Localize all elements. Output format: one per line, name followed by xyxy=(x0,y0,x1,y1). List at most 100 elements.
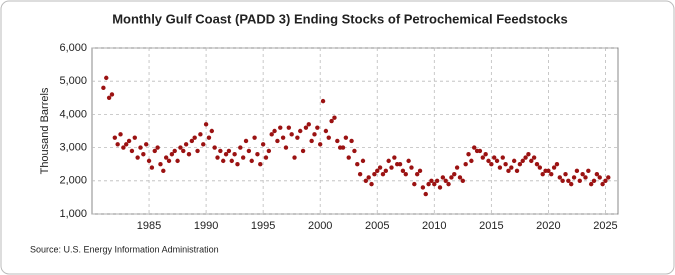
data-point xyxy=(232,152,237,157)
data-point xyxy=(500,155,505,160)
data-point xyxy=(534,162,540,167)
data-point xyxy=(520,158,525,164)
data-point xyxy=(178,145,183,150)
data-point xyxy=(246,148,252,154)
data-point xyxy=(260,142,266,147)
chart-title: Monthly Gulf Coast (PADD 3) Ending Stock… xyxy=(112,11,568,26)
data-point xyxy=(540,171,545,177)
data-point xyxy=(480,155,485,160)
data-point xyxy=(280,135,286,140)
data-point xyxy=(158,162,163,167)
data-point xyxy=(446,181,451,187)
data-point xyxy=(221,158,226,164)
data-point xyxy=(591,178,597,183)
data-point xyxy=(295,135,300,140)
data-point xyxy=(143,142,149,147)
data-point xyxy=(266,148,272,154)
data-point xyxy=(437,185,443,190)
data-point xyxy=(238,145,243,150)
data-point xyxy=(486,158,491,164)
data-point xyxy=(317,142,323,147)
data-point xyxy=(600,181,605,187)
x-tick-label: 1995 xyxy=(251,220,275,232)
data-point xyxy=(432,181,437,187)
data-point xyxy=(460,178,466,183)
data-point xyxy=(272,128,277,134)
data-point xyxy=(454,165,460,170)
data-point xyxy=(420,185,426,190)
data-point xyxy=(283,145,289,150)
plot-area xyxy=(91,47,619,215)
data-point xyxy=(352,148,357,154)
data-point xyxy=(329,118,334,124)
data-point xyxy=(583,175,588,180)
data-point xyxy=(557,175,563,180)
data-point xyxy=(549,171,554,177)
data-point xyxy=(149,165,155,170)
data-point xyxy=(141,152,146,157)
data-point xyxy=(403,171,408,177)
data-point xyxy=(106,95,112,101)
data-point xyxy=(300,148,306,154)
data-point xyxy=(346,155,351,160)
data-point xyxy=(175,158,180,164)
x-tick-label: 1985 xyxy=(137,220,161,232)
data-point xyxy=(449,175,454,180)
data-point xyxy=(101,85,106,91)
data-point xyxy=(588,181,594,187)
x-tick-label: 2015 xyxy=(479,220,503,232)
data-point xyxy=(309,138,314,144)
data-point xyxy=(198,132,203,137)
data-point xyxy=(124,142,129,147)
y-tick-label: 3,000 xyxy=(59,142,87,154)
data-point xyxy=(372,171,377,177)
data-point xyxy=(531,155,537,160)
data-point xyxy=(218,148,223,154)
data-point xyxy=(335,138,340,144)
data-point xyxy=(161,168,166,174)
data-point xyxy=(554,162,560,167)
data-point xyxy=(417,168,423,174)
data-point xyxy=(594,171,600,177)
data-point xyxy=(104,75,109,81)
data-point xyxy=(243,138,249,144)
data-point xyxy=(523,155,528,160)
data-point xyxy=(366,175,371,180)
data-point xyxy=(560,178,565,183)
source-note: Source: U.S. Energy Information Administ… xyxy=(30,244,219,254)
data-point xyxy=(389,165,394,170)
data-point xyxy=(132,135,137,140)
data-point xyxy=(414,171,420,177)
data-point xyxy=(209,128,215,134)
data-point xyxy=(577,178,582,183)
data-point xyxy=(546,168,551,174)
data-point xyxy=(269,132,274,137)
data-point xyxy=(423,191,428,197)
data-point xyxy=(383,168,389,174)
data-point xyxy=(192,135,197,140)
data-point xyxy=(320,98,326,104)
data-point xyxy=(135,155,140,160)
data-point xyxy=(201,142,206,147)
data-point xyxy=(255,152,260,157)
data-point xyxy=(580,171,585,177)
data-point xyxy=(263,155,269,160)
data-point xyxy=(380,171,386,177)
x-tick-label: 1990 xyxy=(194,220,218,232)
data-point xyxy=(400,168,406,174)
data-point xyxy=(186,152,192,157)
data-point xyxy=(181,148,186,154)
data-point xyxy=(469,158,474,164)
data-point xyxy=(506,168,511,174)
data-point xyxy=(509,165,514,170)
y-tick-label: 6,000 xyxy=(59,42,87,54)
data-point xyxy=(278,125,283,130)
data-point xyxy=(323,128,329,134)
data-point xyxy=(240,155,246,160)
data-point xyxy=(375,168,380,174)
data-point xyxy=(312,132,317,137)
data-point xyxy=(183,142,189,147)
data-point xyxy=(315,125,320,130)
data-point xyxy=(112,135,118,140)
